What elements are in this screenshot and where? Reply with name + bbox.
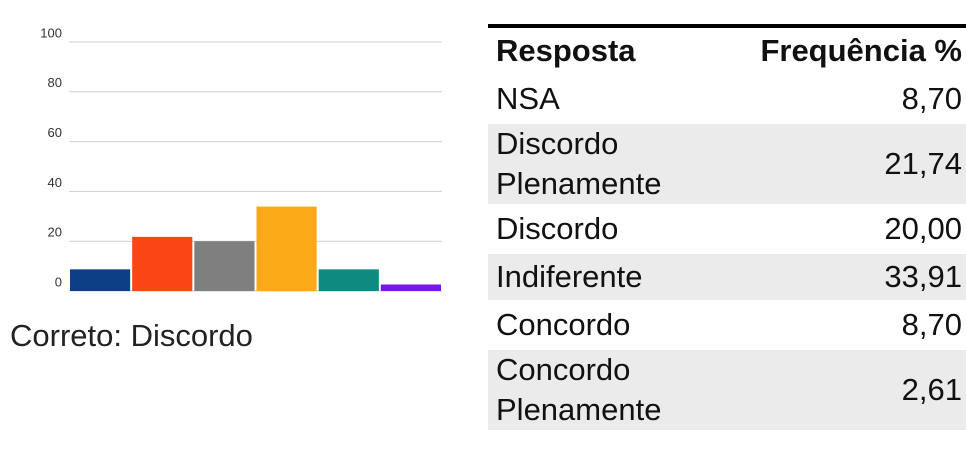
table-row: Discordo 20,00 [488, 204, 966, 253]
table-cell: 2,61 [710, 348, 966, 430]
header-cell: Resposta [496, 33, 636, 68]
y-tick-label: 80 [48, 75, 62, 90]
y-tick-label: 100 [40, 25, 62, 40]
y-tick-label: 40 [48, 175, 62, 190]
table-cell: 8,70 [710, 74, 966, 123]
table-row: Indiferente 33,91 [488, 252, 966, 301]
header-cell: Frequência % [760, 33, 962, 68]
y-tick-label: 20 [48, 225, 62, 240]
y-tick-label: 60 [48, 125, 62, 140]
table-row: Discordo Plenamente 21,74 [488, 122, 966, 205]
bar [194, 241, 255, 291]
table-cell: Discordo [488, 204, 710, 253]
y-tick-label: 0 [55, 274, 62, 289]
table-cell: 33,91 [710, 252, 966, 301]
bar [70, 269, 131, 291]
bar [318, 269, 379, 291]
table: Resposta Frequência % NSA 8,70 Discordo Pl… [488, 24, 966, 430]
table-cell: 20,00 [710, 204, 966, 253]
bar [256, 206, 317, 291]
table-cell: Indiferente [488, 252, 710, 301]
table-cell: 21,74 [710, 122, 966, 205]
table-row: Concordo Plenamente 2,61 [488, 348, 966, 430]
caption: Correto: Discordo [10, 318, 253, 353]
header-row: Resposta Frequência % [488, 26, 966, 75]
bar [132, 236, 193, 291]
table-row: NSA 8,70 [488, 74, 966, 123]
table-cell: Concordo [488, 300, 710, 349]
table-cell: Discordo Plenamente [488, 122, 710, 205]
chart: 0 20 40 60 80 100 [40, 25, 442, 292]
table-cell: Concordo Plenamente [488, 348, 710, 430]
table-cell: 8,70 [710, 300, 966, 349]
table-row: Concordo 8,70 [488, 300, 966, 349]
bar [380, 284, 441, 291]
table-cell: NSA [488, 74, 710, 123]
